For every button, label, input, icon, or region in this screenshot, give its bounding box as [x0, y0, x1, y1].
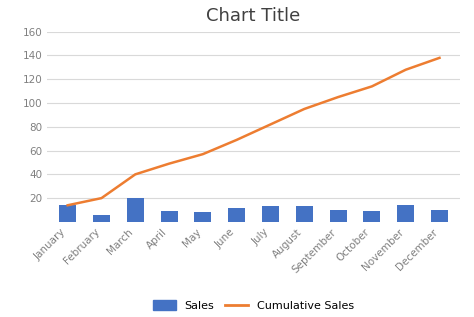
Title: Chart Title: Chart Title [207, 7, 301, 25]
Bar [431, 210, 448, 222]
Legend: Sales, Cumulative Sales: Sales, Cumulative Sales [149, 296, 358, 315]
Bar [93, 215, 110, 222]
Bar [296, 206, 313, 222]
Bar [364, 211, 380, 222]
Bar [228, 208, 245, 222]
Bar [262, 206, 279, 222]
Bar [397, 205, 414, 222]
Bar [161, 211, 178, 222]
Bar [59, 205, 76, 222]
Bar [194, 212, 211, 222]
Bar [329, 210, 346, 222]
Bar [127, 198, 144, 222]
